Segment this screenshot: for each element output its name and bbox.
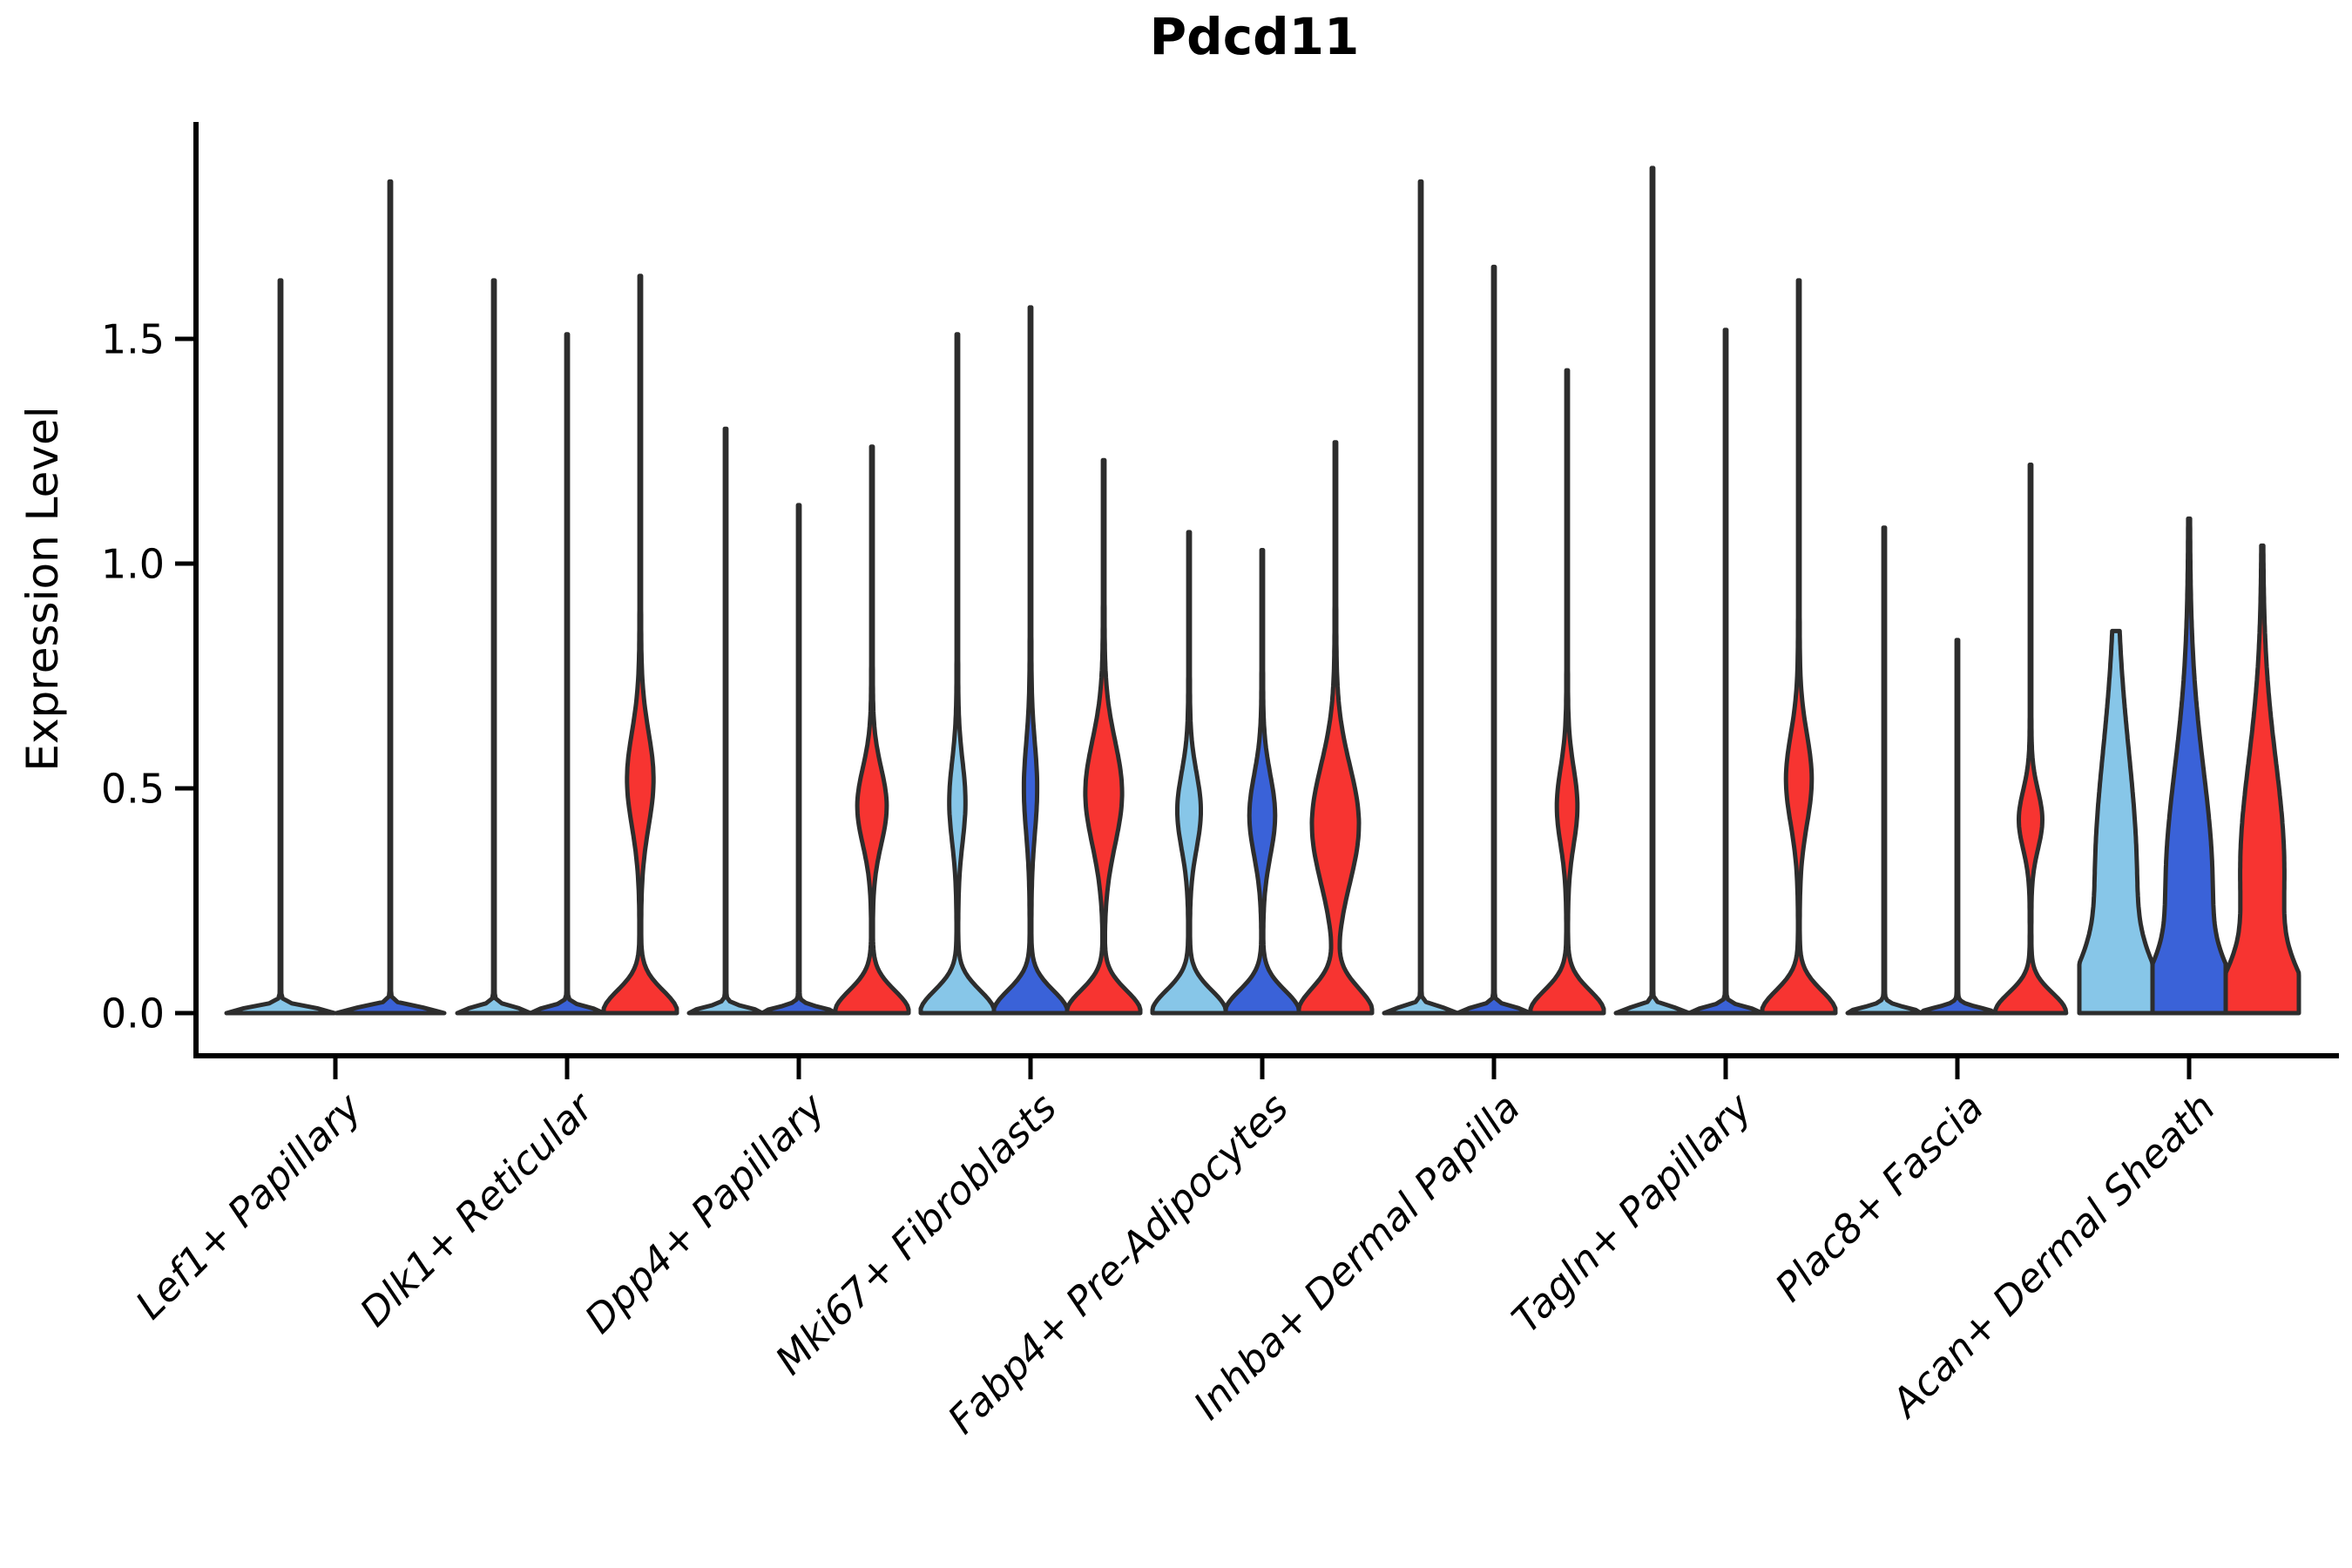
violin-8-blue <box>2150 516 2228 1016</box>
violin-4-blue <box>1223 548 1301 1016</box>
y-tick-label: 0.0 <box>101 990 165 1037</box>
violin-3-blue <box>991 305 1070 1016</box>
violin-5-skyblue <box>1382 179 1460 1016</box>
violin-7-skyblue <box>1845 525 1923 1016</box>
y-tick-label: 1.0 <box>101 541 165 588</box>
violin-5-red <box>1528 368 1606 1016</box>
violin-1-blue <box>528 332 606 1016</box>
violin-0-blue <box>334 179 447 1016</box>
violin-3-red <box>1064 457 1143 1016</box>
violin-6-blue <box>1686 328 1765 1016</box>
x-tick-label: Lef1+ Papillary <box>126 1084 371 1328</box>
axes-layer <box>175 122 2339 1079</box>
violin-2-blue <box>760 503 838 1016</box>
x-tick-label: Dpp4+ Papillary <box>576 1084 835 1342</box>
violin-6-skyblue <box>1613 166 1692 1016</box>
violin-4-red <box>1296 440 1375 1016</box>
chart-title: Pdcd11 <box>1150 7 1360 66</box>
violins-layer <box>224 166 2301 1016</box>
violin-4-skyblue <box>1150 530 1228 1016</box>
violin-2-skyblue <box>686 426 765 1016</box>
violin-7-blue <box>1918 638 1997 1016</box>
violin-8-skyblue <box>2077 628 2155 1016</box>
y-axis-label: Expression Level <box>17 406 68 771</box>
violin-1-red <box>601 274 679 1016</box>
violin-7-red <box>1992 463 2069 1016</box>
violin-1-skyblue <box>455 278 533 1016</box>
violin-2-red <box>833 444 911 1016</box>
x-tick-label: Dlk1+ Reticular <box>351 1083 604 1335</box>
violin-6-red <box>1760 278 1838 1016</box>
violin-5-blue <box>1455 264 1533 1016</box>
violin-8-red <box>2223 543 2301 1016</box>
violin-3-skyblue <box>918 332 997 1016</box>
violin-0-skyblue <box>224 278 337 1016</box>
x-tick-label: Tagln+ Papillary <box>1503 1084 1761 1342</box>
y-tick-label: 1.5 <box>101 316 165 363</box>
x-tick-label: Plac8+ Fascia <box>1766 1085 1992 1311</box>
y-tick-label: 0.5 <box>101 766 165 813</box>
